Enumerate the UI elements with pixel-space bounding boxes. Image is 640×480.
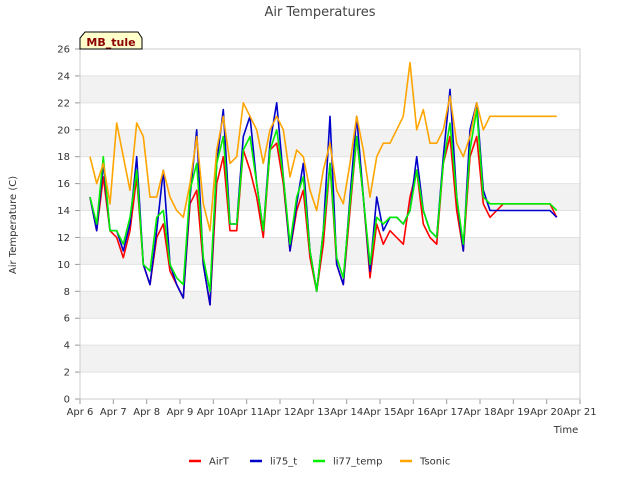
y-tick-label: 12: [57, 233, 70, 244]
station-tag-label: MB_tule: [86, 36, 135, 49]
y-tick-label: 22: [57, 98, 70, 109]
x-axis-ticks: Apr 6 Apr 7 Apr 8 Apr 9 Apr 10 Apr 11 Apr 12 Ap…: [67, 399, 597, 418]
y-tick-label: 16: [57, 179, 70, 190]
station-tag: MB_tule: [79, 31, 143, 50]
chart-title: Air Temperatures: [264, 5, 375, 20]
y-tick-label: 24: [57, 71, 70, 82]
x-tick-label: Apr 13: [297, 407, 330, 418]
x-tick-label: Apr 7: [100, 407, 127, 418]
x-tick-label: Apr 20: [530, 407, 563, 418]
grid-bands: [80, 48, 580, 400]
x-tick-label: Apr 21: [563, 407, 596, 418]
x-tick-label: Apr 18: [463, 407, 496, 418]
x-tick-label: Apr 14: [330, 407, 363, 418]
grid-band: [80, 75, 580, 103]
x-tick-label: Apr 9: [167, 407, 194, 418]
y-tick-label: 8: [64, 287, 70, 298]
y-tick-label: 26: [57, 45, 70, 56]
legend-label: li77_temp: [333, 457, 382, 468]
grid-band: [80, 237, 580, 265]
series-line-airt: [89, 135, 558, 306]
y-tick-label: 6: [64, 314, 70, 325]
grid-band: [80, 345, 580, 373]
x-tick-label: Apr 17: [430, 407, 463, 418]
grid-band: [80, 291, 580, 319]
series-line-tsonic: [89, 61, 557, 232]
x-tick-label: Apr 16: [397, 407, 430, 418]
plot-frame: [79, 48, 581, 400]
x-tick-label: Apr 11: [230, 407, 263, 418]
grid-band: [80, 318, 580, 346]
x-tick-label: Apr 19: [497, 407, 530, 418]
x-axis-label: Time: [553, 425, 578, 436]
legend-label: li75_t: [270, 457, 297, 468]
legend-label: AirT: [209, 457, 230, 468]
y-tick-label: 0: [64, 395, 70, 406]
x-tick-label: Apr 10: [197, 407, 230, 418]
grid-band: [80, 49, 580, 76]
grid-band: [80, 183, 580, 211]
x-tick-label: Apr 15: [363, 407, 396, 418]
legend-label: Tsonic: [419, 457, 450, 468]
grid-band: [80, 264, 580, 292]
x-tick-label: Apr 6: [67, 407, 94, 418]
y-axis-label: Air Temperature (C): [8, 176, 19, 274]
y-tick-label: 4: [64, 341, 70, 352]
grid-band: [80, 372, 580, 399]
station-tag-box: [79, 31, 143, 50]
y-tick-label: 18: [57, 152, 70, 163]
x-tick-label: Apr 8: [133, 407, 160, 418]
x-tick-label: Apr 12: [263, 407, 296, 418]
y-tick-label: 20: [57, 125, 70, 136]
series-line-li77-temp: [89, 108, 558, 293]
y-tick-label: 10: [57, 260, 70, 271]
y-tick-label: 2: [64, 368, 70, 379]
legend: AirT li75_t li77_temp Tsonic: [189, 457, 450, 468]
y-tick-label: 14: [57, 206, 70, 217]
series-lines: [89, 61, 558, 306]
